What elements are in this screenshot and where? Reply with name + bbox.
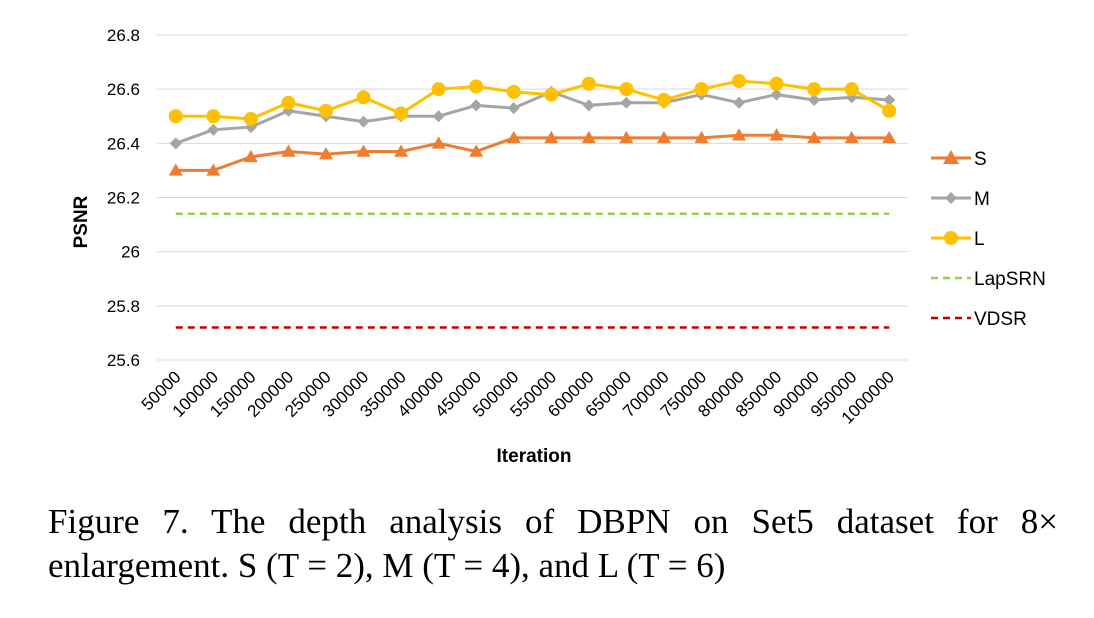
point-l-950000	[844, 82, 859, 97]
point-l-50000	[168, 109, 183, 124]
y-tick-26.6: 26.6	[107, 80, 140, 99]
point-m-900000	[808, 94, 821, 106]
point-l-650000	[619, 82, 634, 97]
legend-label-m: M	[974, 189, 990, 210]
point-l-150000	[243, 111, 258, 126]
point-s-950000	[844, 130, 859, 144]
point-m-300000	[357, 115, 370, 128]
legend-label-s: S	[974, 149, 987, 170]
point-s-850000	[769, 128, 784, 141]
point-s-550000	[544, 130, 559, 144]
y-tick-26: 26	[121, 243, 140, 262]
y-tick-25.6: 25.6	[107, 351, 140, 370]
legend-marker-l	[944, 231, 958, 245]
point-l-750000	[694, 82, 709, 97]
point-l-100000	[206, 109, 221, 124]
legend-marker-m	[945, 192, 957, 204]
point-s-600000	[581, 130, 596, 144]
series-markers	[168, 74, 897, 176]
point-s-650000	[619, 130, 634, 144]
point-l-450000	[469, 79, 484, 94]
legend-label-lapsrn: LapSRN	[974, 269, 1046, 290]
series-line-s	[175, 133, 890, 172]
point-s-800000	[732, 128, 747, 141]
legend: SML LapSRN VDSR	[931, 149, 1046, 330]
point-s-100000	[206, 163, 221, 176]
y-tick-26.2: 26.2	[107, 189, 140, 208]
point-s-700000	[656, 130, 671, 144]
point-m-100000	[207, 123, 220, 136]
point-m-450000	[470, 99, 483, 112]
point-m-400000	[432, 110, 445, 123]
point-l-1000000	[882, 103, 897, 118]
point-l-550000	[544, 87, 559, 102]
point-s-350000	[394, 144, 409, 157]
point-s-1000000	[882, 130, 897, 144]
point-m-850000	[770, 88, 783, 101]
point-m-650000	[620, 96, 633, 109]
point-l-250000	[318, 103, 333, 118]
point-s-450000	[469, 144, 484, 157]
point-s-200000	[281, 144, 296, 157]
point-m-800000	[733, 96, 746, 109]
point-l-900000	[807, 82, 822, 97]
point-s-750000	[694, 130, 709, 144]
point-l-300000	[356, 90, 371, 105]
point-m-600000	[582, 99, 595, 112]
legend-label-vdsr: VDSR	[974, 309, 1027, 330]
point-l-350000	[394, 106, 409, 121]
point-s-50000	[168, 163, 183, 176]
series-line-m	[175, 90, 890, 145]
point-s-150000	[243, 149, 258, 163]
point-l-400000	[431, 82, 446, 97]
legend-label-l: L	[974, 229, 985, 250]
point-m-1000000	[883, 94, 896, 106]
point-m-50000	[169, 137, 182, 150]
grid-lines	[157, 34, 908, 361]
psnr-line-chart: 25.6 25.8 26 26.2 26.4 26.6 26.8 5000010000015…	[71, 26, 1046, 467]
x-tick-labels: 5000010000015000020000025000030000035000…	[138, 367, 898, 427]
point-m-500000	[507, 102, 520, 115]
point-s-300000	[356, 144, 371, 157]
point-s-400000	[431, 136, 446, 149]
point-s-500000	[506, 130, 521, 144]
y-tick-25.8: 25.8	[107, 297, 140, 316]
legend-marker-s	[943, 150, 959, 164]
figure-caption: Figure 7. The depth analysis of DBPN on …	[48, 502, 1058, 585]
point-l-200000	[281, 95, 296, 110]
series-lines	[175, 79, 890, 329]
point-l-850000	[769, 76, 784, 91]
point-l-600000	[581, 76, 596, 91]
point-l-500000	[506, 84, 521, 99]
point-s-250000	[318, 147, 333, 160]
x-axis-title: Iteration	[497, 446, 572, 467]
y-axis-title: PSNR	[71, 195, 92, 248]
point-l-800000	[732, 74, 747, 89]
y-tick-26.4: 26.4	[107, 134, 140, 153]
point-l-700000	[656, 93, 671, 107]
point-s-900000	[807, 130, 822, 144]
y-tick-labels: 25.6 25.8 26 26.2 26.4 26.6 26.8	[107, 26, 140, 370]
y-tick-26.8: 26.8	[107, 26, 140, 45]
